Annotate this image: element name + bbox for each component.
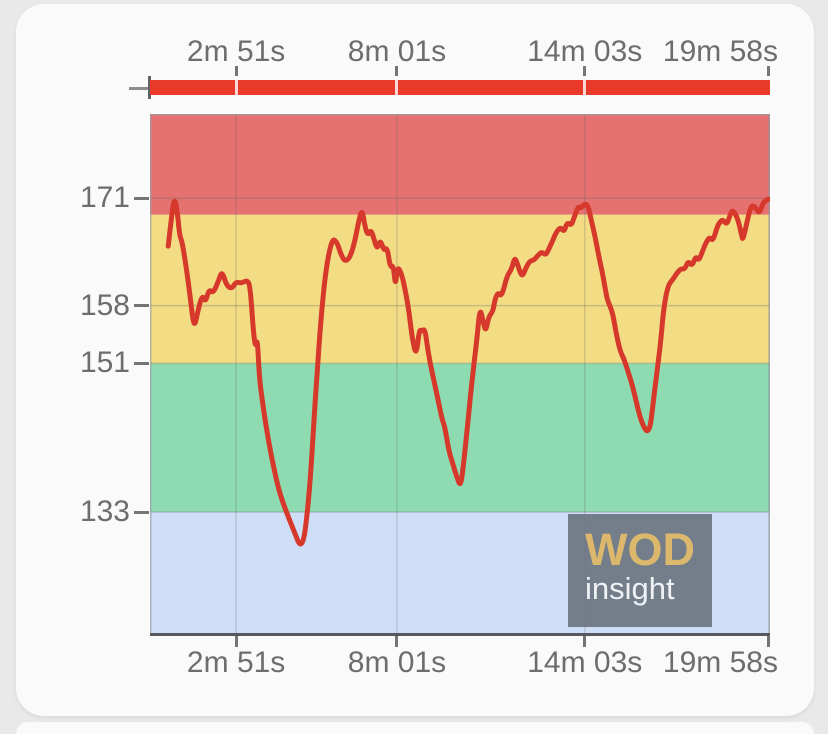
- zone-bar-axis-dash: [129, 87, 148, 90]
- bpm-tick-label: 171: [79, 181, 130, 215]
- bottom-axis-tick-label: 2m 51s: [186, 646, 286, 679]
- top-axis-tick-label: 2m 51s: [186, 35, 286, 68]
- top-axis-tick-label: 8m 01s: [347, 35, 447, 68]
- watermark-wod-text: WOD: [585, 524, 695, 575]
- yellow-zone-band: [150, 214, 770, 364]
- bpm-tick-label: 158: [79, 288, 130, 322]
- chart-card: 2m 51s 8m 01s 14m 03s 19m 58s 171 158 151 133 …: [16, 4, 814, 716]
- zone-bar-divider: [234, 80, 238, 95]
- bottom-axis-tick-label: 8m 01s: [347, 646, 447, 679]
- top-axis-tick: [583, 66, 587, 76]
- top-axis-tick-label: 19m 58s: [662, 35, 778, 68]
- watermark-insight-text: insight: [585, 571, 675, 606]
- top-axis-tick: [767, 66, 771, 76]
- zone-bar-divider: [395, 80, 399, 95]
- top-axis-tick: [234, 66, 238, 76]
- wod-insight-watermark: WOD insight: [568, 514, 712, 627]
- bottom-axis-tick: [583, 636, 587, 647]
- heart-rate-line: [165, 196, 770, 547]
- bpm-axis-tick: [134, 196, 149, 200]
- bpm-tick-label: 151: [79, 346, 130, 380]
- bpm-axis-tick: [134, 510, 149, 514]
- top-axis-tick: [395, 66, 399, 76]
- intensity-zone-bar[interactable]: [150, 80, 770, 95]
- zone-bar-axis-tick: [148, 76, 151, 99]
- zone-bar-divider: [583, 80, 587, 95]
- bpm-tick-label: 133: [79, 495, 130, 529]
- plot-border: [150, 114, 770, 636]
- bottom-axis-tick-label: 14m 03s: [527, 646, 643, 679]
- bottom-axis-tick-label: 19m 58s: [662, 646, 778, 679]
- bottom-axis-tick: [395, 636, 399, 647]
- bottom-axis-tick: [234, 636, 238, 647]
- green-zone-band: [150, 363, 770, 513]
- red-zone-band: [150, 114, 770, 215]
- bpm-axis-tick: [134, 361, 149, 365]
- bottom-axis-tick: [767, 636, 771, 647]
- top-axis-tick-label: 14m 03s: [527, 35, 643, 68]
- next-card-edge: [16, 722, 814, 734]
- bpm-axis-tick: [134, 304, 149, 308]
